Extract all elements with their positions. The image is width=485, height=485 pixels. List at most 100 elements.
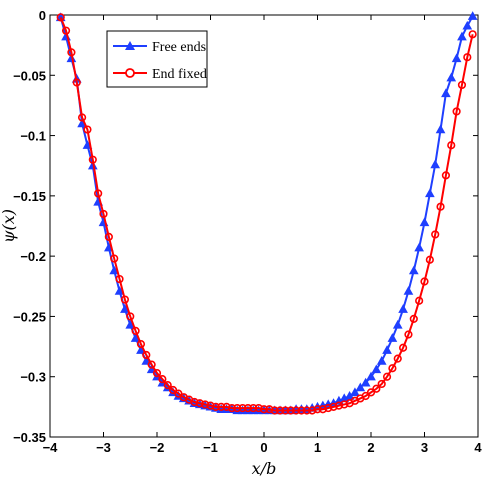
data-point [324,403,333,413]
data-point [388,364,397,373]
data-point [420,277,429,286]
data-point [297,406,306,415]
x-tick-label: 0 [260,440,267,455]
y-tick-label: −0.05 [13,68,46,83]
data-point [270,406,279,415]
y-tick-label: 0 [39,8,46,23]
data-point [72,78,81,87]
data-point [409,314,418,323]
data-point [61,26,71,35]
data-point [201,400,210,409]
data-point [392,319,403,329]
axis-ticks: −4 −3 −2 −1 0 1 2 3 4 0 −0.05 −0.1 −0.15 −0.2 −0.25 −0.… [13,8,482,455]
data-point [382,345,392,354]
data-point [360,377,371,387]
data-point [77,113,87,122]
data-point [110,254,119,263]
data-point [457,31,467,41]
x-tick-label: −4 [43,440,59,455]
legend-label: Free ends [152,40,206,55]
data-point [243,403,253,413]
data-point [126,312,135,321]
data-point [329,402,338,411]
legend: Free ends End fixed [106,30,208,88]
data-point [425,188,435,198]
data-point [415,296,424,305]
x-tick-label: −1 [203,440,218,455]
data-point [430,159,441,169]
x-tick-label: −3 [96,440,111,455]
data-point [425,255,434,264]
data-point [376,356,387,365]
data-point [441,88,451,98]
data-point [308,406,317,415]
x-tick-label: 1 [314,440,321,455]
legend-box [106,30,208,88]
y-tick-label: −0.1 [20,129,46,144]
x-tick-label: 4 [474,440,482,455]
data-point [114,286,125,295]
data-point [467,11,478,20]
data-point [286,406,295,415]
data-point [468,30,477,39]
data-point [292,406,301,415]
data-point [398,304,408,313]
data-point [414,242,424,252]
y-tick-label: −0.35 [13,430,46,445]
y-axis-label: ψ(x) [0,209,18,243]
data-point [372,384,381,393]
data-point [387,333,398,342]
y-tick-label: −0.25 [13,309,46,324]
data-point [163,381,172,390]
x-tick-label: 2 [367,440,374,455]
data-point [83,125,92,134]
series-1 [56,13,477,415]
data-point [419,217,430,227]
data-point [334,401,344,410]
data-point [463,53,472,62]
data-point [403,286,414,295]
data-point [174,389,183,398]
data-point [217,402,226,411]
legend-label: End fixed [152,67,207,82]
data-point [393,354,402,363]
data-point [382,372,392,381]
data-point [168,385,178,395]
data-point [462,20,473,30]
data-point [447,141,456,150]
data-point [265,405,274,414]
x-tick-label: −2 [150,440,165,455]
data-point [94,189,103,198]
data-point [441,171,451,180]
data-point [431,230,440,239]
data-point [399,343,408,352]
data-point [158,375,167,384]
data-point [451,53,462,63]
data-point [446,72,457,82]
data-point [254,403,263,413]
y-tick-label: −0.15 [13,189,46,204]
data-point [361,391,370,401]
data-point [259,405,269,414]
data-point [152,368,162,378]
data-point [371,364,382,374]
y-tick-label: −0.2 [20,249,46,264]
data-point [275,406,285,415]
x-tick-label: 3 [421,440,428,455]
data-point [318,405,327,414]
legend-marker [125,68,135,78]
data-point [281,406,290,415]
data-point [222,402,231,411]
data-point [115,274,124,284]
data-point [452,107,461,116]
data-point [190,397,199,407]
data-point [120,295,129,304]
data-point [206,401,215,410]
data-point [99,209,108,219]
legend-marker [125,41,135,50]
data-point [366,388,376,397]
data-point [238,403,247,413]
data-point [67,48,76,57]
data-point [142,350,151,360]
